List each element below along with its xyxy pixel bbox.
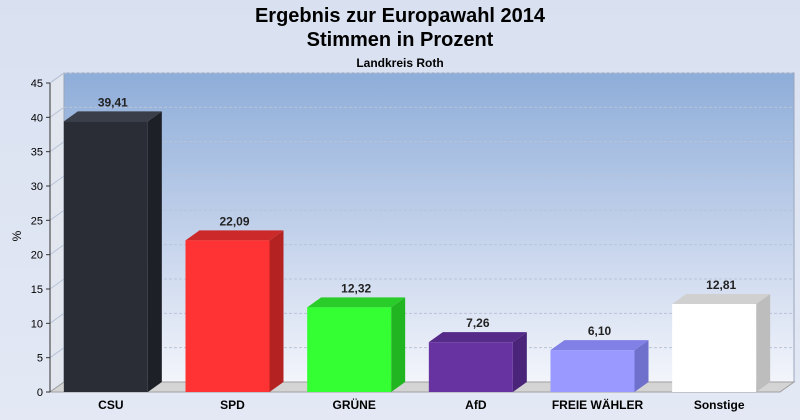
gridline-side [49,347,65,359]
chart-subtitle: Landkreis Roth [356,56,444,70]
bar-freie-wähler [550,340,649,392]
bar-front [307,307,392,392]
y-tick-label: 25 [31,215,43,227]
bar-value-label: 12,32 [341,281,371,295]
bar-value-label: 7,26 [466,316,490,330]
gridline-side [49,244,65,256]
x-category-label: AfD [465,398,487,412]
bar-value-label: 6,10 [588,324,612,338]
x-category-label: CSU [98,398,123,412]
bar-value-label: 39,41 [98,95,128,109]
bar-side [147,111,162,392]
gridline-side [49,141,65,153]
bar-afd [428,332,527,392]
bar-sonstige [672,294,771,392]
gridline-side [49,312,65,324]
bar-top [672,294,771,305]
y-tick-label: 0 [37,387,43,399]
gridline-side [49,106,65,118]
bar-front [550,350,635,392]
x-category-label: SPD [220,398,245,412]
bar-top [428,332,527,343]
bar-csu [63,111,162,392]
bar-value-label: 12,81 [706,278,736,292]
bar-side [756,294,771,392]
bar-front [428,342,513,392]
gridline-side [49,209,65,221]
bar-top [185,230,284,241]
x-category-label: Sonstige [694,398,745,412]
y-tick-label: 15 [31,284,43,296]
y-tick-label: 45 [31,78,43,90]
x-category-label: GRÜNE [332,397,375,412]
bar-side [269,230,284,392]
gridline-side [49,72,65,84]
bar-front [63,121,148,392]
bar-side [391,297,406,392]
gridline-side [49,175,65,187]
gridline-side [49,278,65,290]
bar-top [63,111,162,122]
bar-front [672,304,757,392]
bar-side [512,332,527,392]
y-tick-label: 10 [31,318,43,330]
chart-title-block: Ergebnis zur Europawahl 2014 Stimmen in … [0,4,800,70]
y-axis-label: % [10,230,24,241]
bar-top [307,297,406,308]
bar-front [185,240,270,392]
chart-title-line1: Ergebnis zur Europawahl 2014 [254,5,546,27]
y-tick-label: 35 [31,147,43,159]
bar-top [550,340,649,351]
plot-left-wall [49,72,65,393]
chart-title-line2: Stimmen in Prozent [306,29,494,51]
y-tick-label: 30 [31,181,43,193]
bar-grüne [307,297,406,392]
bar-spd [185,230,284,392]
x-category-label: FREIE WÄHLER [552,397,644,412]
bar-side [634,340,649,392]
y-tick-label: 20 [31,250,43,262]
bar-value-label: 22,09 [219,214,249,228]
y-tick-label: 40 [31,112,43,124]
y-tick-label: 5 [37,353,43,365]
